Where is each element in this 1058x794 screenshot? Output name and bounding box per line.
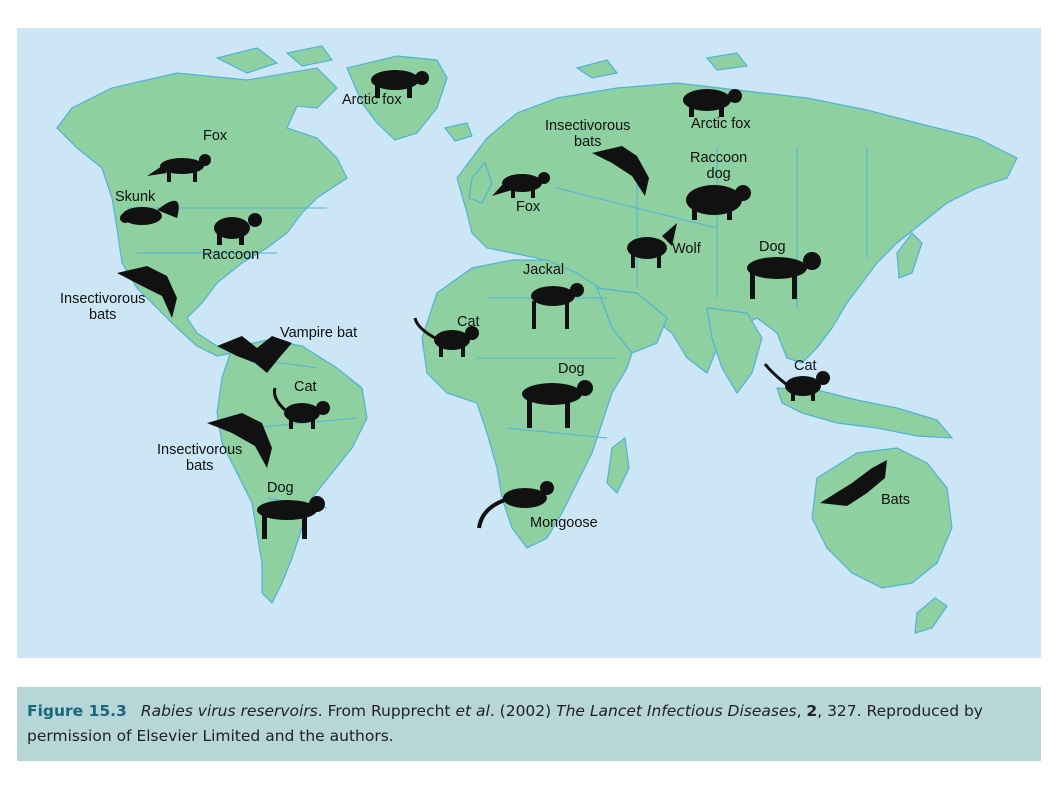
label-vampire-bat: Vampire bat	[280, 325, 358, 341]
cat-sa-silhouette	[273, 387, 330, 429]
label-arctic-fox-russia: Arctic fox	[691, 116, 751, 132]
insectivorous-bat-na-silhouette	[117, 266, 177, 318]
world-map: Arctic fox Fox Skunk Raccoon Insectivoro…	[17, 28, 1041, 658]
insectivorous-bat-sa-silhouette	[207, 413, 272, 468]
label-raccoon-dog: Raccoon dog	[690, 150, 748, 182]
label-insectivorous-bats-na: Insectivorous bats	[60, 291, 146, 323]
fox-eu-silhouette	[492, 172, 550, 198]
dog-sa-silhouette	[257, 496, 325, 539]
new-zealand	[914, 597, 948, 634]
label-bats-australia: Bats	[881, 492, 911, 508]
figure-caption: Figure 15.3 Rabies virus reservoirs. From…	[17, 687, 1041, 761]
label-raccoon: Raccoon	[202, 247, 260, 263]
japan	[896, 232, 923, 279]
insectivorous-bat-eu-silhouette	[592, 146, 649, 196]
figure-title: Rabies virus reservoirs	[140, 702, 318, 720]
figure-number: Figure 15.3	[27, 702, 127, 720]
label-skunk: Skunk	[115, 189, 156, 205]
label-jackal: Jackal	[523, 262, 565, 278]
label-dog-africa: Dog	[558, 361, 585, 377]
arctic-islands-na	[215, 45, 334, 74]
caption-journal: The Lancet Infectious Diseases	[556, 702, 797, 720]
label-cat-wafrica: Cat	[457, 314, 480, 330]
caption-text-1: . From Rupprecht	[317, 702, 456, 720]
label-fox-na: Fox	[203, 128, 228, 144]
raccoon-silhouette	[214, 213, 262, 245]
label-insectivorous-bats-eu: Insectivorous bats	[545, 118, 631, 150]
southeast-asia-islands	[776, 387, 954, 439]
dog-asia-silhouette	[747, 252, 821, 299]
iceland	[443, 122, 473, 142]
madagascar	[606, 436, 630, 495]
cat-seasia-silhouette	[763, 363, 830, 401]
caption-et-al: et al	[455, 702, 490, 720]
skunk-silhouette	[120, 200, 179, 225]
australia	[811, 447, 953, 589]
british-isles	[468, 161, 493, 204]
jackal-silhouette	[531, 283, 584, 329]
fox-na-silhouette	[147, 154, 211, 182]
label-cat-sa: Cat	[294, 379, 317, 395]
label-fox-eu: Fox	[516, 199, 541, 215]
label-arctic-fox-greenland: Arctic fox	[342, 92, 402, 108]
dog-africa-silhouette	[522, 380, 593, 428]
bat-australia-silhouette	[820, 460, 887, 506]
arctic-islands-eu	[575, 52, 749, 79]
label-mongoose: Mongoose	[530, 515, 598, 531]
cat-wafrica-silhouette	[413, 317, 479, 357]
caption-text-3: ,	[796, 702, 807, 720]
arctic-fox-russia-silhouette	[683, 89, 742, 117]
caption-text-2: . (2002)	[489, 702, 557, 720]
caption-volume: 2	[806, 702, 818, 720]
label-dog-asia: Dog	[759, 239, 786, 255]
mongoose-silhouette	[477, 481, 554, 529]
arctic-fox-greenland-silhouette	[371, 70, 429, 98]
arabia	[596, 287, 668, 354]
caption-text-4: , 327. Reproduced by permission of Elsev…	[27, 702, 983, 745]
wolf-silhouette	[627, 223, 677, 268]
label-insectivorous-bats-sa: Insectivorous bats	[157, 442, 243, 474]
label-wolf: Wolf	[672, 241, 701, 257]
india	[706, 307, 763, 395]
label-cat-seasia: Cat	[794, 358, 817, 374]
north-america	[56, 67, 348, 357]
raccoon-dog-silhouette	[686, 185, 751, 220]
vampire-bat-silhouette	[217, 336, 292, 373]
label-dog-sa: Dog	[267, 480, 294, 496]
map-canvas	[56, 45, 1018, 634]
